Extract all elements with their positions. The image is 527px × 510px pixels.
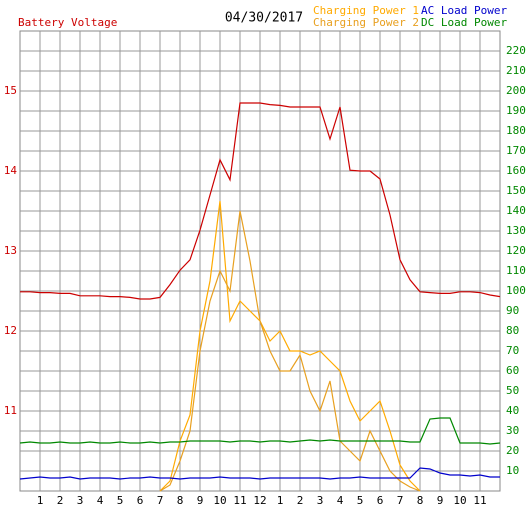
- x-tick-label: 10: [213, 494, 226, 507]
- y-tick-label: 14: [4, 164, 18, 177]
- x-tick-label: 9: [437, 494, 444, 507]
- y2-tick-label: 170: [506, 144, 526, 157]
- x-tick-label: 2: [57, 494, 64, 507]
- y-tick-label: 12: [4, 324, 17, 337]
- y2-tick-label: 10: [506, 464, 519, 477]
- y2-tick-label: 180: [506, 124, 526, 137]
- x-tick-label: 9: [197, 494, 204, 507]
- y2-tick-label: 40: [506, 404, 519, 417]
- x-tick-label: 1: [37, 494, 44, 507]
- series-line: [20, 102, 501, 300]
- y2-tick-label: 30: [506, 424, 519, 437]
- y2-tick-label: 90: [506, 304, 519, 317]
- x-tick-label: 7: [397, 494, 404, 507]
- series-line: [19, 467, 500, 480]
- x-tick-label: 11: [473, 494, 486, 507]
- x-tick-label: 3: [317, 494, 324, 507]
- y-axis-label: Battery Voltage: [18, 16, 117, 29]
- legend-entry: Charging Power 2: [313, 16, 419, 29]
- series-line: [159, 200, 421, 492]
- x-tick-label: 1: [277, 494, 284, 507]
- y2-tick-label: 190: [506, 104, 526, 117]
- legend-entry: DC Load Power: [421, 16, 507, 29]
- x-tick-label: 4: [337, 494, 344, 507]
- y-tick-label: 13: [4, 244, 17, 257]
- y-tick-label: 15: [4, 84, 17, 97]
- y2-tick-label: 140: [506, 204, 526, 217]
- x-tick-label: 7: [157, 494, 164, 507]
- y2-tick-label: 70: [506, 344, 519, 357]
- x-tick-label: 2: [297, 494, 304, 507]
- legend-entry: AC Load Power: [421, 4, 507, 17]
- x-tick-label: 5: [117, 494, 124, 507]
- y2-tick-label: 160: [506, 164, 526, 177]
- y2-tick-label: 120: [506, 244, 526, 257]
- series-line: [19, 417, 501, 445]
- y2-tick-label: 200: [506, 84, 526, 97]
- y2-tick-label: 110: [506, 264, 526, 277]
- y2-tick-label: 130: [506, 224, 526, 237]
- y2-tick-label: 210: [506, 64, 526, 77]
- y2-tick-label: 80: [506, 324, 519, 337]
- x-tick-label: 10: [453, 494, 466, 507]
- x-tick-label: 6: [377, 494, 384, 507]
- legend-entry: Charging Power 1: [313, 4, 419, 17]
- y-tick-label: 11: [4, 404, 17, 417]
- x-tick-label: 4: [97, 494, 104, 507]
- x-tick-label: 6: [137, 494, 144, 507]
- x-tick-label: 8: [177, 494, 184, 507]
- x-tick-label: 8: [417, 494, 424, 507]
- chart-title: 04/30/2017: [225, 11, 303, 26]
- y2-tick-label: 20: [506, 444, 519, 457]
- y2-tick-label: 100: [506, 284, 526, 297]
- y2-tick-label: 50: [506, 384, 519, 397]
- x-tick-label: 3: [77, 494, 84, 507]
- y2-tick-label: 150: [506, 184, 526, 197]
- y2-tick-label: 60: [506, 364, 519, 377]
- x-tick-label: 11: [233, 494, 246, 507]
- x-tick-label: 12: [253, 494, 266, 507]
- x-tick-label: 5: [357, 494, 364, 507]
- series-line: [159, 210, 421, 492]
- y2-tick-label: 220: [506, 44, 526, 57]
